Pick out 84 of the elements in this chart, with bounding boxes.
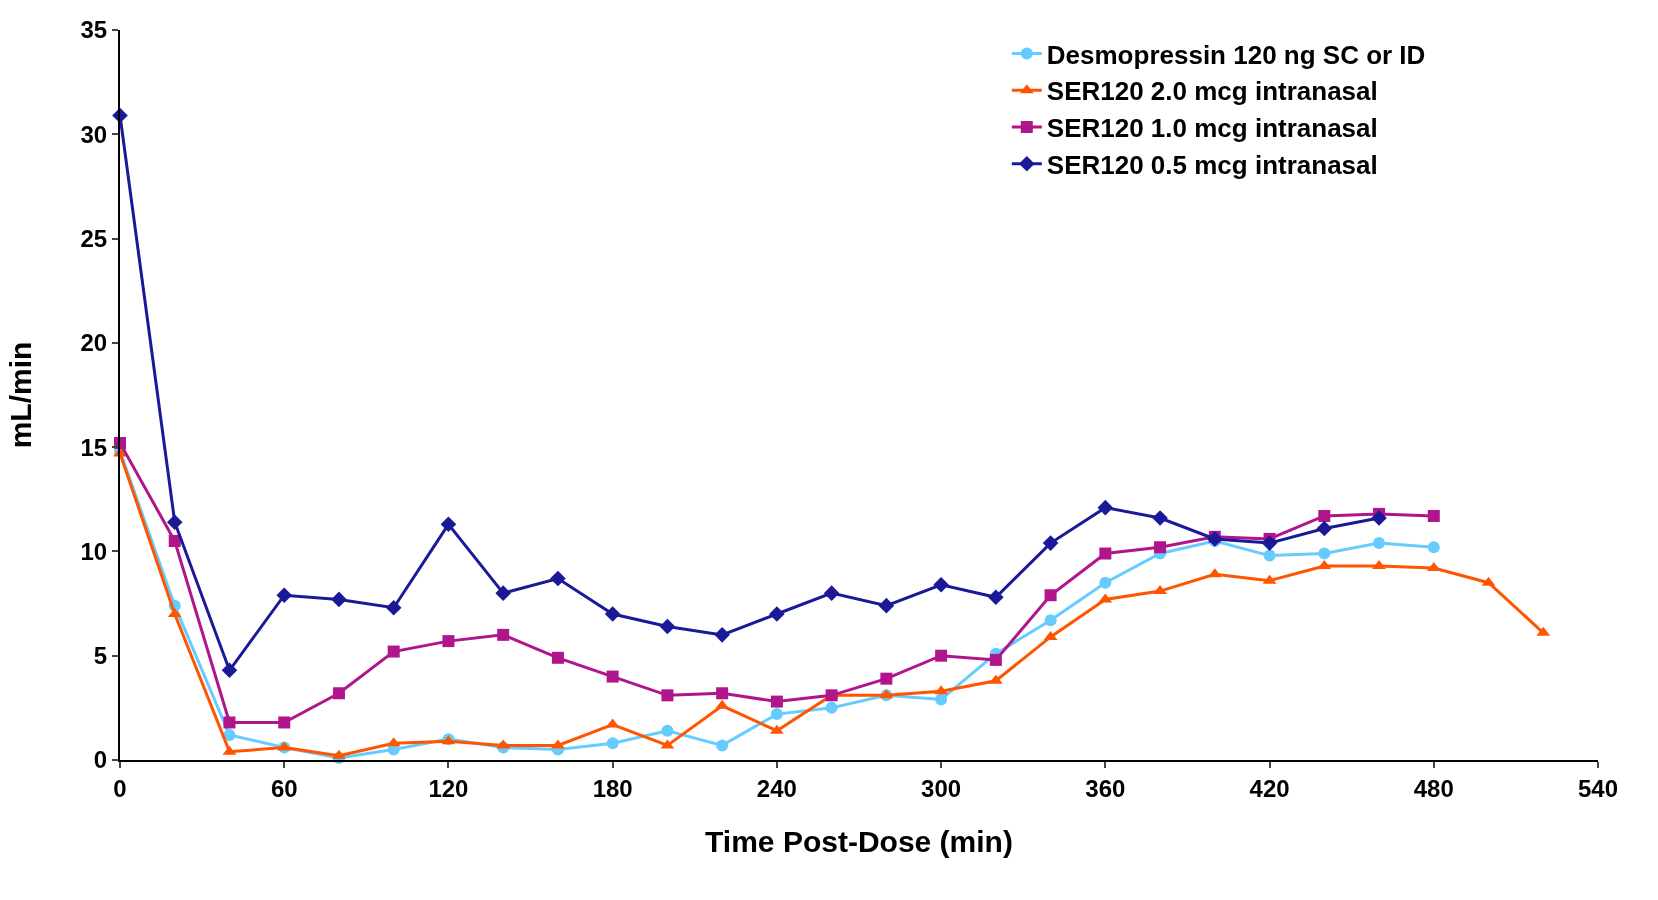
point (933, 577, 949, 593)
point (223, 728, 236, 741)
point (551, 739, 565, 749)
point (1318, 547, 1331, 560)
point (276, 587, 293, 604)
point (606, 737, 619, 750)
point (1261, 535, 1278, 551)
y-tick-label: 15 (80, 433, 108, 461)
point (1044, 614, 1057, 627)
y-tick-label: 30 (80, 120, 108, 148)
point (823, 585, 840, 601)
point (659, 618, 676, 635)
point (1042, 535, 1059, 551)
point (223, 716, 236, 729)
x-tick-label: 240 (756, 774, 797, 802)
point (935, 693, 948, 706)
point (332, 687, 345, 700)
legend-label: SER120 2.0 mcg intranasal (1046, 76, 1378, 107)
y-tick-label: 0 (93, 746, 108, 774)
x-tick-label: 420 (1249, 774, 1290, 802)
point (1152, 510, 1168, 526)
legend-label: SER120 0.5 mcg intranasal (1046, 149, 1378, 180)
x-tick-label: 360 (1085, 774, 1126, 802)
y-tick-label: 20 (80, 329, 108, 357)
point (769, 606, 785, 622)
x-tick-label: 480 (1413, 774, 1454, 802)
point (880, 672, 893, 685)
x-tick-label: 300 (921, 774, 962, 802)
legend-label: Desmopressin 120 ng SC or ID (1046, 39, 1426, 70)
point (331, 591, 347, 608)
point (661, 724, 674, 737)
point (716, 739, 729, 752)
point (988, 589, 1004, 606)
x-tick-label: 60 (270, 774, 298, 802)
point (1263, 549, 1276, 562)
point (1373, 537, 1386, 550)
point (168, 535, 181, 547)
x-tick-label: 540 (1577, 774, 1619, 802)
point (332, 749, 346, 759)
point (604, 606, 621, 622)
point (550, 570, 566, 587)
legend-label: SER120 1.0 mcg intranasal (1046, 113, 1378, 144)
point (1371, 510, 1387, 526)
point (935, 649, 948, 662)
x-tick-label: 180 (592, 774, 633, 802)
point (1097, 499, 1114, 516)
y-tick-label: 5 (93, 642, 108, 670)
point (1154, 541, 1167, 554)
point (1207, 531, 1223, 547)
y-tick-label: 35 (80, 16, 108, 44)
point (770, 708, 783, 721)
point (1044, 589, 1057, 602)
point (497, 628, 510, 641)
point (770, 695, 783, 708)
point (989, 653, 1002, 666)
point (1316, 520, 1333, 537)
point (1318, 509, 1331, 522)
y-tick-label: 25 (80, 224, 108, 252)
point (387, 645, 400, 658)
point (878, 597, 895, 614)
point (1427, 509, 1440, 522)
point (278, 716, 291, 729)
point (221, 662, 238, 679)
point (1427, 541, 1440, 554)
point (661, 689, 674, 702)
point (716, 687, 729, 700)
point (606, 670, 619, 683)
point (714, 627, 730, 643)
point (385, 599, 402, 616)
point (166, 514, 183, 531)
point (495, 585, 511, 601)
point (825, 701, 838, 714)
x-axis-title: Time Post-Dose (min) (705, 824, 1013, 858)
point (551, 651, 564, 664)
point (440, 516, 457, 533)
point (442, 635, 455, 648)
x-tick-label: 120 (428, 774, 469, 802)
point (1153, 585, 1167, 595)
point (1372, 560, 1386, 570)
x-tick-label: 0 (113, 774, 127, 802)
point (1099, 547, 1112, 560)
point (1099, 576, 1112, 589)
y-tick-label: 10 (80, 537, 108, 565)
y-axis-title: mL/min (4, 341, 37, 449)
